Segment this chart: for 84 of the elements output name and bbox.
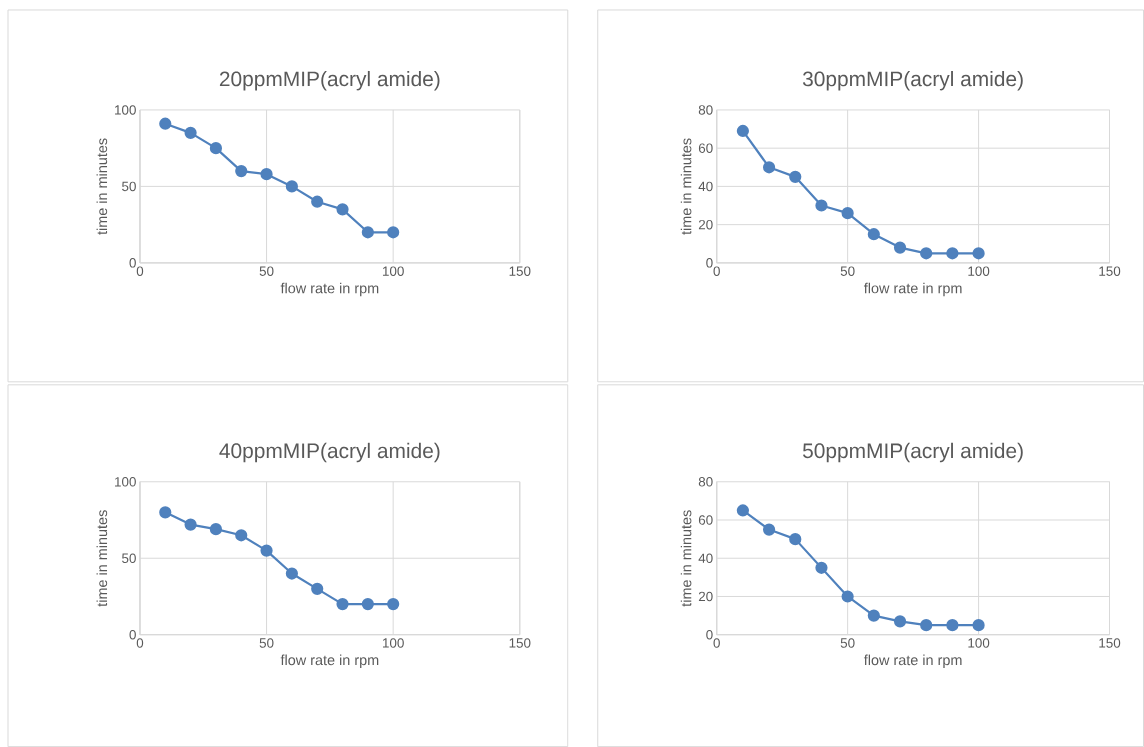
chart-title: 50ppmMIP(acryl amide) (802, 442, 1023, 463)
y-axis-title: time in minutes (680, 138, 692, 235)
point (285, 180, 298, 193)
point (336, 203, 349, 216)
y-tick-label: 60 (698, 143, 713, 153)
point (159, 117, 172, 130)
point (361, 226, 374, 239)
x-tick-label: 150 (1099, 638, 1121, 648)
point (972, 618, 985, 632)
y-tick-label: 100 (115, 476, 136, 487)
x-tick-label: 50 (840, 638, 855, 648)
y-tick-label: 50 (122, 181, 136, 192)
point (260, 167, 273, 181)
x-tick-label: 50 (840, 266, 855, 276)
chart-title: 40ppmMIP(acryl amide) (219, 442, 440, 463)
x-tick-label: 100 (382, 638, 404, 648)
point (184, 518, 197, 531)
x-tick-label: 150 (509, 266, 531, 276)
y-axis-title: time in minutes (96, 138, 108, 235)
y-tick-label: 40 (698, 553, 713, 563)
point (893, 615, 907, 628)
x-tick-label: 50 (259, 638, 274, 648)
x-axis-title: flow rate in rpm (863, 282, 962, 297)
x-tick-label: 50 (259, 266, 274, 276)
point (387, 226, 400, 239)
point (762, 523, 776, 536)
y-tick-label: 20 (698, 219, 713, 230)
y-tick-label: 0 (129, 258, 136, 268)
y-tick-label: 50 (122, 553, 136, 563)
x-tick-label: 0 (713, 266, 720, 276)
point (946, 247, 959, 260)
point (209, 141, 223, 155)
x-tick-label: 100 (968, 638, 990, 648)
point (815, 561, 828, 574)
x-axis-title: flow rate in rpm (280, 282, 379, 297)
y-tick-label: 80 (698, 105, 713, 115)
x-tick-label: 150 (509, 638, 531, 648)
point (736, 124, 749, 137)
y-tick-label: 100 (115, 105, 136, 115)
y-tick-label: 0 (129, 629, 136, 640)
y-tick-label: 0 (706, 629, 713, 640)
point (209, 523, 223, 536)
point (235, 529, 248, 542)
point (946, 618, 959, 632)
point (311, 195, 324, 208)
point (893, 241, 907, 254)
point (972, 247, 985, 260)
point (920, 618, 933, 632)
chart-title: 20ppmMIP(acryl amide) (219, 70, 440, 91)
point (336, 597, 349, 611)
x-tick-label: 150 (1099, 266, 1121, 276)
point (736, 504, 749, 517)
x-tick-label: 0 (136, 638, 144, 648)
point (311, 582, 324, 595)
point (762, 161, 776, 174)
point (387, 597, 400, 611)
point (159, 506, 172, 519)
point (260, 544, 273, 557)
point (841, 590, 854, 603)
chart-title: 30ppmMIP(acryl amide) (802, 70, 1023, 91)
x-axis-title: flow rate in rpm (863, 654, 962, 668)
point (841, 206, 854, 220)
point (235, 164, 248, 178)
y-axis-title: time in minutes (96, 510, 108, 607)
point (789, 532, 802, 546)
point (815, 199, 828, 212)
point (920, 247, 933, 260)
y-tick-label: 0 (706, 258, 713, 268)
x-tick-label: 100 (382, 266, 404, 276)
y-tick-label: 80 (698, 476, 713, 487)
point (867, 609, 880, 622)
y-tick-label: 60 (698, 515, 713, 525)
y-tick-label: 20 (698, 591, 713, 602)
point (789, 170, 802, 183)
x-tick-label: 0 (136, 266, 144, 276)
point (361, 597, 374, 611)
y-axis-title: time in minutes (680, 510, 692, 607)
x-tick-label: 100 (968, 266, 990, 276)
x-axis-title: flow rate in rpm (280, 654, 379, 668)
y-tick-label: 40 (698, 181, 713, 192)
x-tick-label: 0 (713, 638, 720, 648)
point (184, 126, 197, 139)
point (867, 228, 880, 241)
point (285, 567, 298, 580)
